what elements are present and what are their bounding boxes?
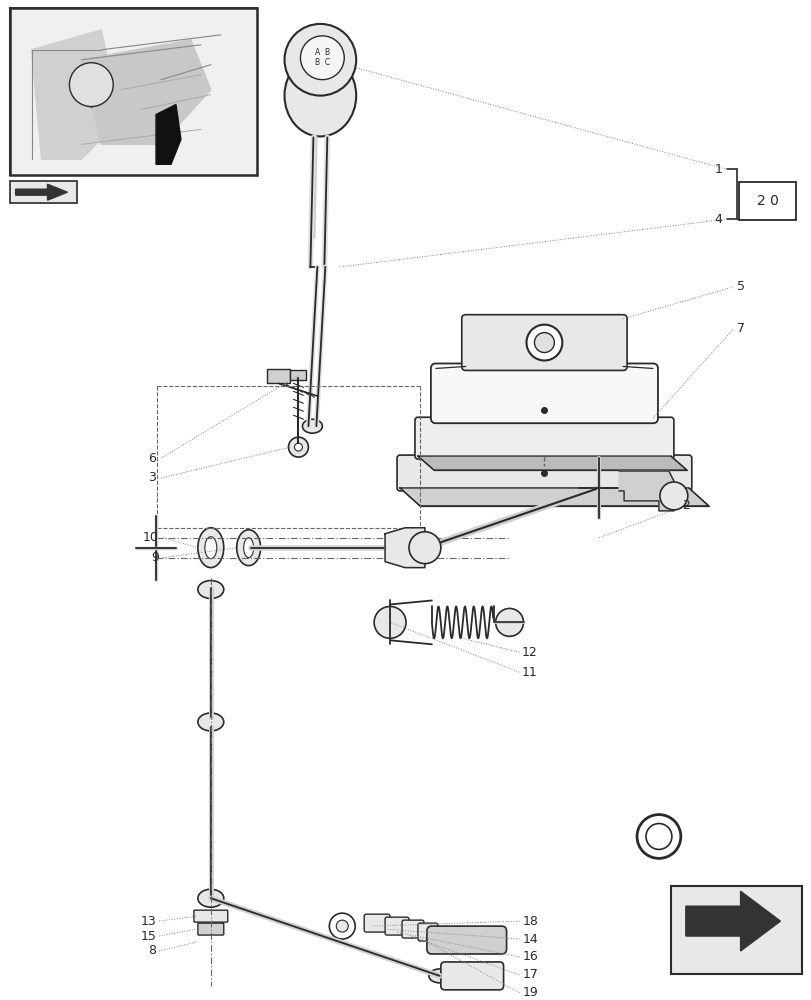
Polygon shape xyxy=(81,40,211,144)
Text: 19: 19 xyxy=(521,986,538,999)
Circle shape xyxy=(409,532,440,564)
Ellipse shape xyxy=(198,713,224,731)
FancyBboxPatch shape xyxy=(461,315,626,370)
FancyBboxPatch shape xyxy=(10,8,256,175)
Text: 3: 3 xyxy=(148,471,156,484)
Ellipse shape xyxy=(237,530,260,566)
Text: 17: 17 xyxy=(521,968,538,981)
FancyBboxPatch shape xyxy=(198,923,224,935)
Text: 10: 10 xyxy=(143,531,159,544)
Text: 2 0: 2 0 xyxy=(756,194,778,208)
FancyBboxPatch shape xyxy=(414,417,673,459)
Polygon shape xyxy=(32,30,121,159)
Polygon shape xyxy=(10,8,256,175)
Circle shape xyxy=(659,482,687,510)
FancyBboxPatch shape xyxy=(266,369,290,383)
Text: 7: 7 xyxy=(736,322,744,335)
Circle shape xyxy=(646,824,671,849)
FancyBboxPatch shape xyxy=(401,920,423,938)
FancyBboxPatch shape xyxy=(418,923,437,941)
Text: 18: 18 xyxy=(521,915,538,928)
Circle shape xyxy=(294,443,302,451)
Text: 13: 13 xyxy=(140,915,156,928)
Ellipse shape xyxy=(204,537,217,559)
Text: 5: 5 xyxy=(736,280,744,293)
Polygon shape xyxy=(15,184,67,200)
FancyBboxPatch shape xyxy=(397,455,691,491)
Polygon shape xyxy=(618,471,673,511)
FancyBboxPatch shape xyxy=(427,926,506,954)
Circle shape xyxy=(534,333,554,353)
Polygon shape xyxy=(418,456,686,470)
Circle shape xyxy=(526,325,562,360)
FancyBboxPatch shape xyxy=(10,181,77,203)
Text: 11: 11 xyxy=(521,666,537,679)
Polygon shape xyxy=(685,891,779,951)
FancyBboxPatch shape xyxy=(738,182,796,220)
Circle shape xyxy=(374,606,406,638)
Text: 8: 8 xyxy=(148,944,156,957)
Text: 15: 15 xyxy=(140,930,156,943)
FancyBboxPatch shape xyxy=(384,917,409,935)
FancyBboxPatch shape xyxy=(670,886,801,974)
Ellipse shape xyxy=(302,419,322,433)
Text: 6: 6 xyxy=(148,452,156,465)
Polygon shape xyxy=(384,528,424,568)
Text: 2: 2 xyxy=(681,499,689,512)
Polygon shape xyxy=(156,105,181,164)
Circle shape xyxy=(288,437,308,457)
Text: 4: 4 xyxy=(714,213,722,226)
Ellipse shape xyxy=(198,581,224,598)
Text: 1: 1 xyxy=(714,163,722,176)
Circle shape xyxy=(69,63,113,107)
FancyBboxPatch shape xyxy=(431,363,657,423)
Polygon shape xyxy=(400,488,708,506)
Text: A  B
B  C: A B B C xyxy=(315,48,329,67)
FancyBboxPatch shape xyxy=(440,962,503,990)
FancyBboxPatch shape xyxy=(194,910,227,922)
Ellipse shape xyxy=(243,538,253,558)
Text: 12: 12 xyxy=(521,646,537,659)
Ellipse shape xyxy=(198,528,224,568)
Text: 9: 9 xyxy=(151,551,159,564)
Circle shape xyxy=(300,36,344,80)
Circle shape xyxy=(495,608,523,636)
Ellipse shape xyxy=(428,969,450,983)
Ellipse shape xyxy=(284,55,356,136)
Text: 16: 16 xyxy=(521,950,538,963)
Circle shape xyxy=(284,24,356,96)
FancyBboxPatch shape xyxy=(363,914,389,932)
Circle shape xyxy=(637,815,680,858)
Circle shape xyxy=(336,920,348,932)
Text: 14: 14 xyxy=(521,933,538,946)
FancyBboxPatch shape xyxy=(290,370,306,380)
Ellipse shape xyxy=(198,889,224,907)
Circle shape xyxy=(329,913,354,939)
